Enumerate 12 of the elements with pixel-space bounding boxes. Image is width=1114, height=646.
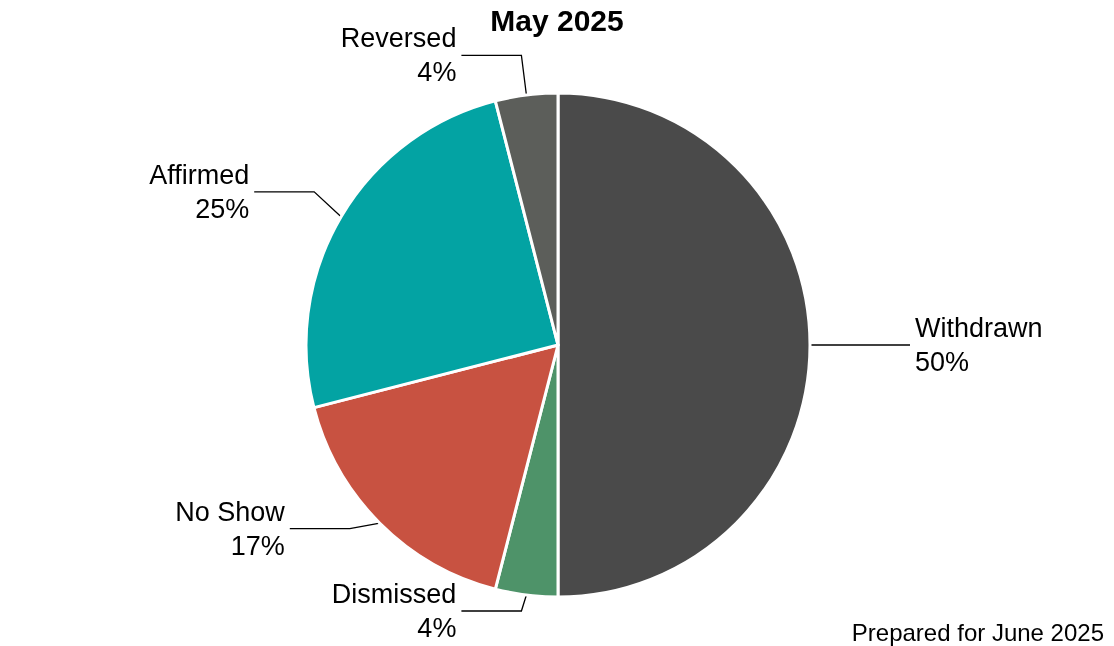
slice-label: Reversed bbox=[340, 23, 457, 54]
data-label: 17% bbox=[230, 530, 285, 561]
slice-label: No Show bbox=[175, 496, 286, 527]
data-label: 50% bbox=[915, 347, 970, 377]
data-label: 4% bbox=[417, 613, 457, 643]
data-label: 4% bbox=[417, 57, 457, 88]
slice-label: Dismissed bbox=[331, 579, 457, 609]
chart-title: May 2025 bbox=[490, 3, 624, 37]
text: Prepared for June 2025 bbox=[851, 618, 1105, 646]
slice-label: Withdrawn bbox=[915, 313, 1043, 343]
slice-label: Affirmed bbox=[149, 159, 250, 190]
data-label: 25% bbox=[195, 193, 250, 224]
